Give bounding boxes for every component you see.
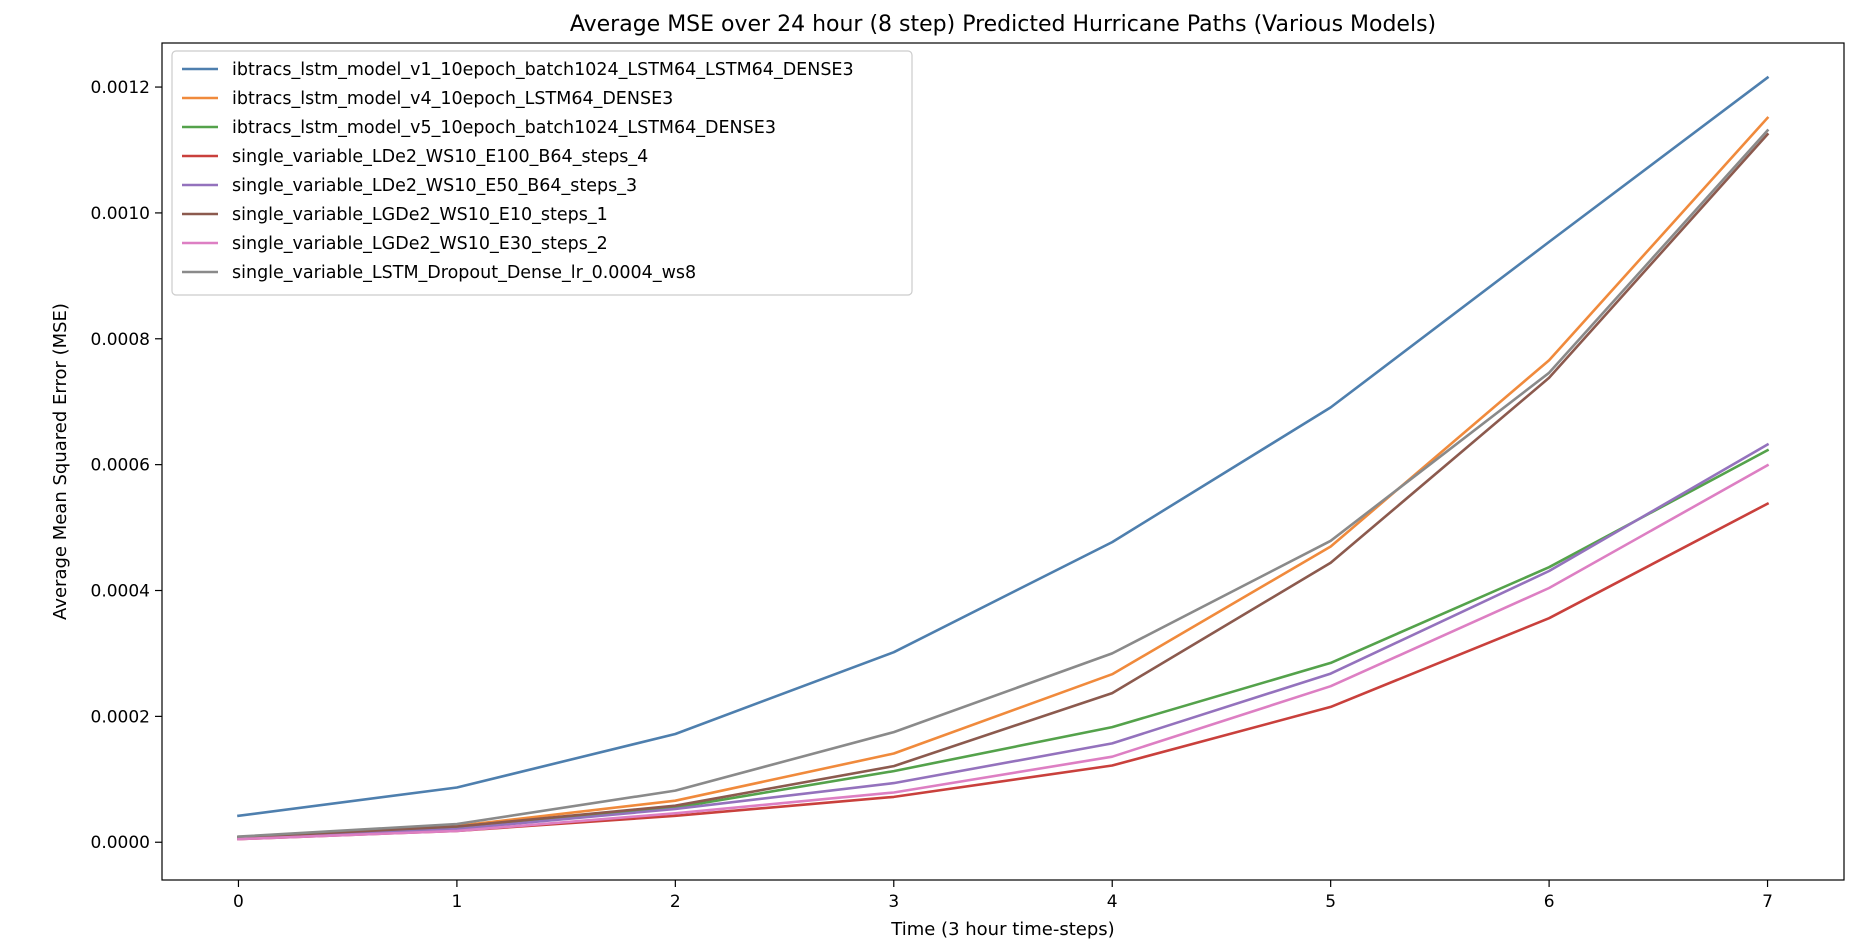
x-axis-label: Time (3 hour time-steps) (890, 919, 1114, 940)
x-tick-label: 4 (1107, 892, 1118, 912)
series-line-4 (237, 501, 1770, 841)
y-tick-label: 0.0006 (91, 456, 150, 476)
x-tick-label: 1 (451, 892, 462, 912)
series-line-5 (237, 442, 1770, 840)
series-lines (237, 75, 1770, 841)
series-line-6 (237, 132, 1770, 839)
legend-entry: single_variable_LDe2_WS10_E50_B64_steps_… (232, 176, 637, 196)
legend-entry: single_variable_LGDe2_WS10_E10_steps_1 (232, 205, 608, 225)
y-tick-label: 0.0004 (91, 582, 150, 602)
x-tick-label: 6 (1544, 892, 1555, 912)
x-axis: 0 1 2 3 4 5 6 7 (233, 880, 1773, 912)
y-tick-label: 0.0012 (91, 78, 150, 98)
x-tick-label: 2 (670, 892, 681, 912)
legend-box (171, 50, 913, 296)
plot-area (161, 42, 1845, 881)
legend-entry: ibtracs_lstm_model_v5_10epoch_batch1024_… (232, 118, 776, 138)
legend-entry: single_variable_LGDe2_WS10_E30_steps_2 (232, 234, 608, 254)
x-tick-label: 3 (888, 892, 899, 912)
legend: ibtracs_lstm_model_v1_10epoch_batch1024_… (171, 50, 913, 296)
y-axis: 0.0000 0.0002 0.0004 0.0006 0.0008 0.0010 0.00… (91, 78, 162, 853)
x-tick-label: 0 (233, 892, 244, 912)
legend-entry: single_variable_LSTM_Dropout_Dense_lr_0.… (232, 263, 696, 283)
chart-title: Average MSE over 24 hour (8 step) Predic… (570, 12, 1436, 37)
x-tick-label: 7 (1762, 892, 1773, 912)
y-tick-label: 0.0008 (91, 330, 150, 350)
y-tick-label: 0.0010 (91, 204, 150, 224)
x-tick-label: 5 (1325, 892, 1336, 912)
series-line-2 (237, 116, 1770, 839)
legend-entry: single_variable_LDe2_WS10_E100_B64_steps… (232, 147, 648, 167)
y-axis-label: Average Mean Squared Error (MSE) (50, 303, 71, 620)
legend-entry: ibtracs_lstm_model_v4_10epoch_LSTM64_DEN… (232, 89, 673, 109)
series-line-8 (237, 128, 1770, 838)
series-line-3 (237, 448, 1770, 840)
series-line-7 (237, 463, 1770, 841)
legend-entry: ibtracs_lstm_model_v1_10epoch_batch1024_… (232, 60, 854, 80)
series-line-1 (237, 75, 1770, 818)
y-tick-label: 0.0002 (91, 707, 150, 727)
y-tick-label: 0.0000 (91, 833, 150, 853)
